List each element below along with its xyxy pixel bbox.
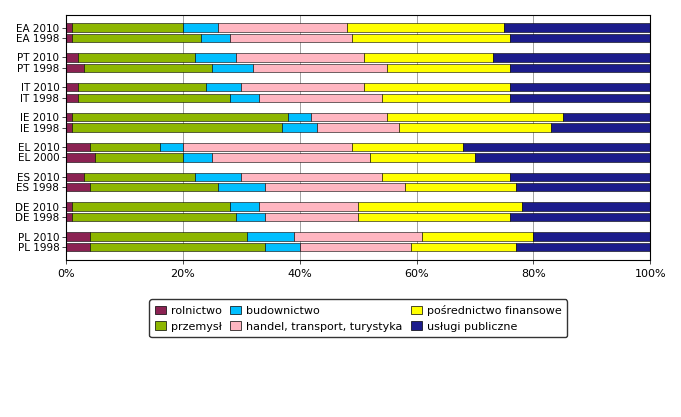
- Bar: [381, 173, 510, 181]
- Bar: [358, 203, 522, 211]
- Bar: [183, 143, 352, 151]
- Bar: [195, 53, 236, 62]
- Bar: [66, 53, 78, 62]
- Bar: [265, 213, 358, 221]
- Bar: [78, 83, 206, 91]
- Bar: [241, 83, 364, 91]
- Bar: [66, 173, 84, 181]
- Bar: [259, 93, 381, 102]
- Bar: [504, 23, 650, 32]
- Bar: [352, 34, 510, 42]
- Bar: [259, 203, 358, 211]
- Bar: [90, 143, 159, 151]
- Bar: [95, 153, 183, 161]
- Bar: [229, 34, 352, 42]
- Bar: [66, 23, 72, 32]
- Bar: [387, 64, 510, 72]
- Bar: [236, 213, 265, 221]
- Bar: [183, 153, 212, 161]
- Bar: [352, 143, 463, 151]
- Bar: [311, 113, 387, 121]
- Bar: [358, 213, 510, 221]
- Bar: [66, 183, 90, 191]
- Bar: [66, 64, 84, 72]
- Bar: [516, 183, 650, 191]
- Bar: [265, 183, 405, 191]
- Bar: [84, 173, 195, 181]
- Bar: [510, 213, 650, 221]
- Bar: [72, 34, 200, 42]
- Bar: [218, 183, 265, 191]
- Bar: [300, 243, 411, 251]
- Bar: [364, 53, 492, 62]
- Bar: [78, 53, 195, 62]
- Bar: [66, 143, 90, 151]
- Bar: [533, 232, 650, 241]
- Bar: [200, 34, 229, 42]
- Bar: [66, 83, 78, 91]
- Bar: [516, 243, 650, 251]
- Legend: rolnictwo, przemysł, budownictwo, handel, transport, turystyka, pośrednictwo fin: rolnictwo, przemysł, budownictwo, handel…: [149, 299, 567, 337]
- Bar: [411, 243, 516, 251]
- Bar: [317, 123, 399, 132]
- Bar: [66, 34, 72, 42]
- Bar: [492, 53, 650, 62]
- Bar: [247, 232, 294, 241]
- Bar: [241, 173, 381, 181]
- Bar: [72, 123, 282, 132]
- Bar: [463, 143, 650, 151]
- Bar: [370, 153, 475, 161]
- Bar: [90, 232, 247, 241]
- Bar: [265, 243, 300, 251]
- Bar: [66, 93, 78, 102]
- Bar: [84, 64, 212, 72]
- Bar: [510, 64, 650, 72]
- Bar: [229, 203, 259, 211]
- Bar: [422, 232, 533, 241]
- Bar: [347, 23, 504, 32]
- Bar: [563, 113, 650, 121]
- Bar: [381, 93, 510, 102]
- Bar: [236, 53, 364, 62]
- Bar: [66, 243, 90, 251]
- Bar: [212, 64, 253, 72]
- Bar: [510, 83, 650, 91]
- Bar: [183, 23, 218, 32]
- Bar: [212, 153, 370, 161]
- Bar: [78, 93, 229, 102]
- Bar: [288, 113, 311, 121]
- Bar: [510, 93, 650, 102]
- Bar: [66, 123, 72, 132]
- Bar: [90, 243, 265, 251]
- Bar: [364, 83, 510, 91]
- Bar: [66, 232, 90, 241]
- Bar: [90, 183, 218, 191]
- Bar: [66, 203, 72, 211]
- Bar: [387, 113, 563, 121]
- Bar: [510, 34, 650, 42]
- Bar: [399, 123, 551, 132]
- Bar: [253, 64, 387, 72]
- Bar: [218, 23, 347, 32]
- Bar: [66, 153, 95, 161]
- Bar: [475, 153, 650, 161]
- Bar: [229, 93, 259, 102]
- Bar: [294, 232, 422, 241]
- Bar: [195, 173, 241, 181]
- Bar: [159, 143, 183, 151]
- Bar: [72, 23, 183, 32]
- Bar: [66, 213, 72, 221]
- Bar: [551, 123, 650, 132]
- Bar: [72, 113, 288, 121]
- Bar: [72, 213, 236, 221]
- Bar: [72, 203, 229, 211]
- Bar: [282, 123, 317, 132]
- Bar: [206, 83, 241, 91]
- Bar: [405, 183, 516, 191]
- Bar: [510, 173, 650, 181]
- Bar: [522, 203, 650, 211]
- Bar: [66, 113, 72, 121]
